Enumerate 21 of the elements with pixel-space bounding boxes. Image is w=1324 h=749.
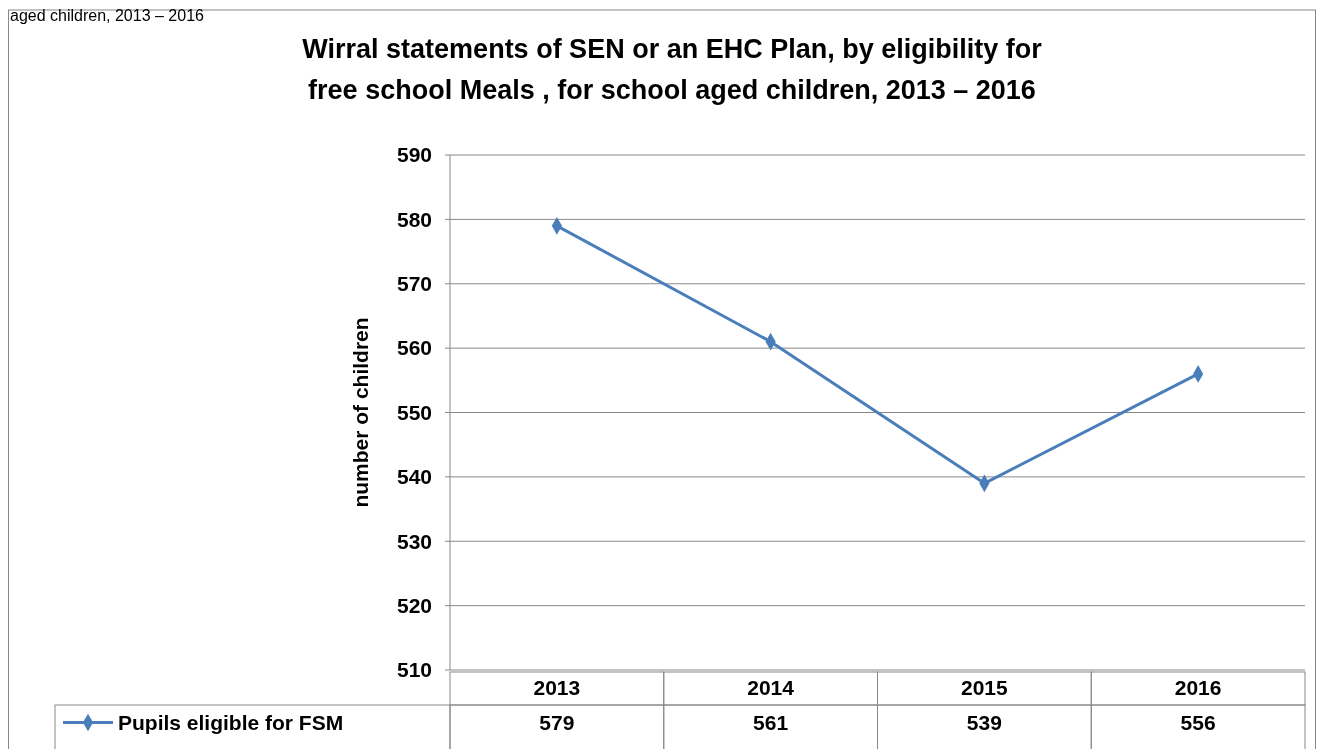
text: aged children, 2013 – 2016 [10, 7, 205, 24]
data-label: 561 [753, 710, 789, 734]
y-tick-label: 510 [396, 658, 432, 682]
y-tick-label: 570 [396, 272, 432, 296]
x-tick-label: 2014 [747, 675, 795, 699]
data-label: 556 [1180, 710, 1216, 734]
y-axis-title: number of children [349, 317, 372, 508]
data-label: 539 [966, 710, 1002, 734]
y-tick-label: 540 [396, 465, 432, 489]
x-tick-label: 2013 [533, 675, 581, 699]
legend-label: Pupils eligible for FSM [118, 710, 344, 734]
y-tick-label: 580 [396, 207, 432, 231]
chart-title: Wirral statements of SEN or an EHC Plan, by eligibility for free school Meals , for school aged children, 2013 – 2016 [302, 34, 1043, 105]
x-tick-label: 2016 [1174, 675, 1222, 699]
x-tick-label: 2015 [961, 675, 1009, 699]
y-tick-label: 550 [396, 400, 432, 424]
y-tick-label: 590 [396, 143, 432, 167]
y-tick-label: 560 [396, 336, 432, 360]
data-label: 579 [539, 710, 575, 734]
y-tick-label: 520 [396, 593, 432, 617]
y-tick-label: 530 [396, 529, 432, 553]
